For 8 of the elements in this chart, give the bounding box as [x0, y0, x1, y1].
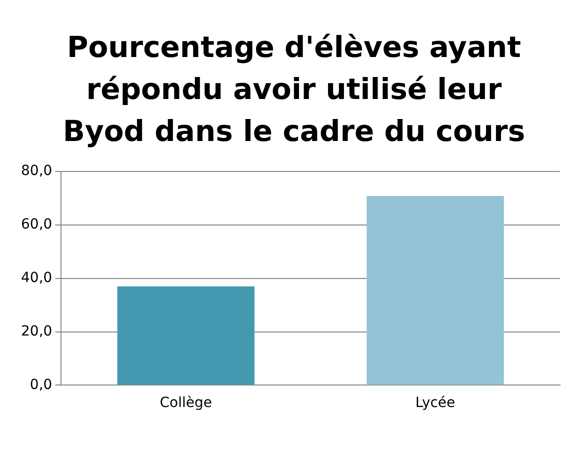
y-tick-label: 80,0	[21, 163, 52, 180]
y-tick-label: 60,0	[21, 216, 52, 232]
y-tick-label: 40,0	[21, 270, 52, 286]
y-tick-label: 20,0	[21, 323, 52, 340]
y-tick-label: 0,0	[30, 376, 52, 393]
chart-title: Pourcentage d'élèves ayant répondu avoir utilisé leur Byod dans le cadre du cours	[62, 29, 526, 150]
x-tick-label: Lycée	[415, 395, 456, 412]
x-tick-label: Collège	[160, 395, 212, 412]
